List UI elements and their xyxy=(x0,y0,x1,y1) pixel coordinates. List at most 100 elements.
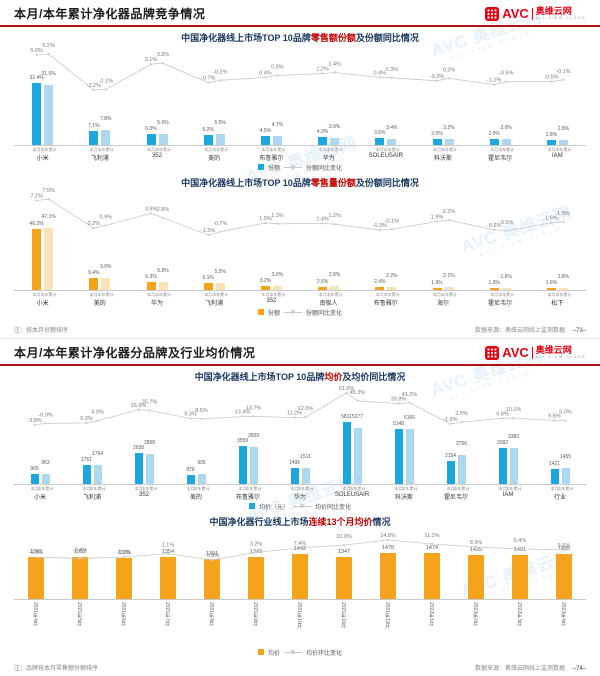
legend-bar-swatch xyxy=(257,309,264,315)
period-label: 本月 xyxy=(89,292,98,297)
brand-label: 352 xyxy=(138,492,149,498)
legend-line-label: 份额同比变化 xyxy=(306,165,343,172)
svg-text:13.4%: 13.4% xyxy=(235,410,251,416)
svg-text:-0.5%: -0.5% xyxy=(499,220,513,226)
chart1-x-axis-labels: 本月 本年累计 小米 本月 本年累计 飞利浦 本月 本年累计 352 本月 本年累计 美的 本月 本年累计… xyxy=(14,146,586,162)
svg-text:-1.5%: -1.5% xyxy=(443,417,457,423)
chart-retail-volume-share: 46.2% 47.1% 9.4% 9.0% 6.3% 5.8% 5.1% 5.5% 3.2% 3.… xyxy=(14,188,586,317)
brand-label: 松下 xyxy=(551,301,564,307)
period-label: 本月 xyxy=(32,147,41,152)
bar-value-label: 3383 xyxy=(507,433,520,440)
bar-本月 xyxy=(260,285,270,290)
bar-本年累计 xyxy=(444,287,454,290)
chart4-title-prefix: 中国净化器行业线上市场 xyxy=(209,517,309,527)
legend-bar-label: 份额 xyxy=(267,165,280,172)
bar-本年累计 xyxy=(501,139,511,145)
period-label: 本年累计 xyxy=(212,292,229,297)
bar-value-label: 5.6% xyxy=(157,120,169,127)
slide-brand-competition: AVC 奥维云网 ALL VIEW CLOUD AVC 奥维云网 ALL VIE… xyxy=(0,5,600,334)
period-label: 本年累计 xyxy=(97,292,114,297)
period-label: 本年累计 xyxy=(383,147,400,152)
logo-avc-text: AVC xyxy=(502,6,529,21)
bar-本年累计 xyxy=(101,130,111,145)
bar-本月 xyxy=(394,429,403,484)
svg-text:26.9%: 26.9% xyxy=(131,403,147,409)
legend-line-label: 均价同比变化 xyxy=(315,504,352,511)
avc-logo: AVC 奥维云网 ALL VIEW CLOUD xyxy=(485,345,586,360)
bar-value-label: 3.6% xyxy=(374,130,386,137)
svg-text:-0.3%: -0.3% xyxy=(430,74,444,80)
brand-label: 海尔 xyxy=(436,301,449,307)
period-label: 本年累计 xyxy=(37,486,54,491)
logo-avc-text: AVC xyxy=(502,345,529,360)
bar-本月 xyxy=(260,136,270,145)
bar-本月 xyxy=(32,83,42,145)
svg-text:2.1%: 2.1% xyxy=(162,543,175,549)
period-label: 本年累计 xyxy=(453,486,470,491)
bar-本月 xyxy=(30,473,39,484)
bar-均价 xyxy=(336,557,352,599)
svg-text:0.3%: 0.3% xyxy=(80,416,93,422)
chart3-title: 中国净化器线上市场TOP 10品牌均价及均价同比情况 xyxy=(0,370,600,383)
month-label: 2021年12月 xyxy=(384,602,390,629)
bar-value-label: 1496 xyxy=(288,460,301,467)
brand-label: 飞利浦 xyxy=(205,301,224,307)
slide1-page-number: –73– xyxy=(572,328,586,334)
logo-cn-name: 奥维云网 xyxy=(535,344,572,355)
brand-label: 小米 xyxy=(36,301,49,307)
bar-value-label: 1455 xyxy=(559,454,572,461)
legend-line-sample xyxy=(293,504,311,509)
bar-均价 xyxy=(556,553,572,599)
bar-本月 xyxy=(550,468,559,484)
period-label: 本月 xyxy=(375,292,384,297)
period-label: 本年累计 xyxy=(498,292,515,297)
bar-value-label: 5.2% xyxy=(202,127,214,134)
bar-value-label: 1425 xyxy=(469,546,483,553)
bar-本年累计 xyxy=(197,474,206,484)
brand-label: 飞利浦 xyxy=(82,495,101,501)
bar-value-label: 965 xyxy=(30,465,39,472)
bar-value-label: 2154 xyxy=(444,453,457,460)
slide-header: 本月/本年累计净化器分品牌及行业均价情况 AVC 奥维云网 ALL VIEW C… xyxy=(0,339,600,366)
bar-value-label: 1.8% xyxy=(557,273,570,280)
svg-text:1.9%: 1.9% xyxy=(431,214,444,220)
period-label: 本年累计 xyxy=(498,147,515,152)
month-label: 2021年4月 xyxy=(32,602,38,626)
bar-本年累计 xyxy=(387,287,397,290)
bar-value-label: 2.8% xyxy=(545,131,558,138)
bar-value-label: 3.0% xyxy=(500,125,512,132)
svg-text:1.8%: 1.8% xyxy=(557,211,570,217)
bar-本月 xyxy=(498,447,507,484)
bar-value-label: 2.1% xyxy=(443,273,455,280)
bar-value-label: 1474 xyxy=(425,545,439,552)
period-label: 本年累计 xyxy=(557,486,574,491)
bar-本月 xyxy=(146,133,156,145)
brand-label: 华为 xyxy=(150,301,163,307)
bar-均价 xyxy=(28,556,44,599)
bar-value-label: 5148 xyxy=(392,421,405,428)
svg-text:9.8%: 9.8% xyxy=(496,411,509,417)
bar-本年累计 xyxy=(501,287,511,290)
period-label: 本年累计 xyxy=(155,292,171,297)
svg-text:1.2%: 1.2% xyxy=(316,66,329,72)
slide2-footer: 注：品牌按本月零售额份额排序 数据来源：奥维云网线上监测数据 –74– xyxy=(14,663,586,672)
legend-line-label: 份额同比变化 xyxy=(306,310,343,317)
svg-text:5.0%: 5.0% xyxy=(30,48,43,54)
slide2-data-source: 数据来源：奥维云网线上监测数据 xyxy=(474,666,565,672)
svg-text:41.2%: 41.2% xyxy=(402,392,418,398)
month-label: 2021年6月 xyxy=(120,602,126,626)
bar-value-label: 2756 xyxy=(455,440,468,447)
svg-text:4.9%: 4.9% xyxy=(91,410,104,416)
svg-text:10.0%: 10.0% xyxy=(336,534,352,540)
bar-本月 xyxy=(546,287,556,290)
bar-value-label: 2.6% xyxy=(316,278,329,285)
brand-label: 华为 xyxy=(322,156,335,162)
period-label: 本年累计 xyxy=(269,292,286,297)
chart2-title-suffix: 及份额同比情况 xyxy=(355,178,419,188)
bar-value-label: 2.8% xyxy=(557,125,570,132)
period-label: 本年累计 xyxy=(40,147,57,152)
bar-value-label: 9.0% xyxy=(100,264,112,271)
bar-value-label: 6.0% xyxy=(145,125,157,132)
bar-均价 xyxy=(248,557,264,599)
legend-line-sample xyxy=(284,310,302,315)
